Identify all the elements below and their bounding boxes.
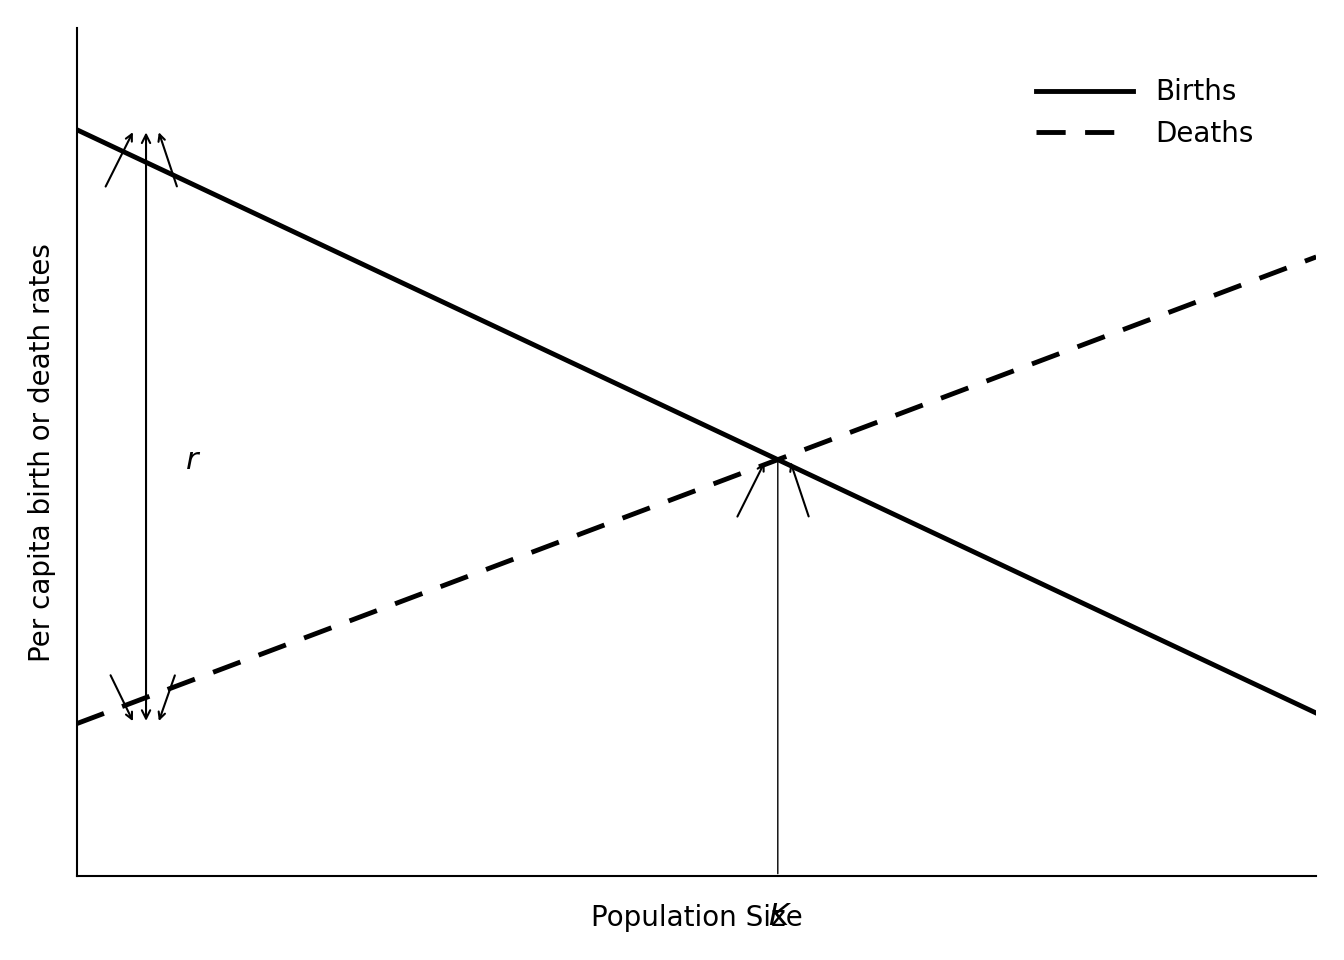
Deaths [1085,335,1101,347]
Deaths [1278,262,1294,274]
Births [657,401,673,413]
Deaths [665,493,681,505]
Births [806,471,823,483]
Births [1085,602,1101,613]
Deaths [69,718,85,730]
Y-axis label: Per capita birth or death rates: Per capita birth or death rates [28,243,56,661]
Deaths [806,440,823,451]
Births [739,440,755,451]
Line: Deaths: Deaths [77,257,1316,724]
Births [69,124,85,135]
Text: r: r [185,446,198,475]
Deaths [1308,252,1324,263]
X-axis label: Population Size: Population Size [590,904,802,932]
Births [1278,693,1294,705]
Births [1308,708,1324,719]
Births [665,404,681,416]
Line: Births: Births [77,130,1316,713]
Legend: Births, Deaths: Births, Deaths [1025,67,1265,159]
Deaths [657,496,673,508]
Deaths [739,466,755,477]
Text: K: K [767,901,788,931]
